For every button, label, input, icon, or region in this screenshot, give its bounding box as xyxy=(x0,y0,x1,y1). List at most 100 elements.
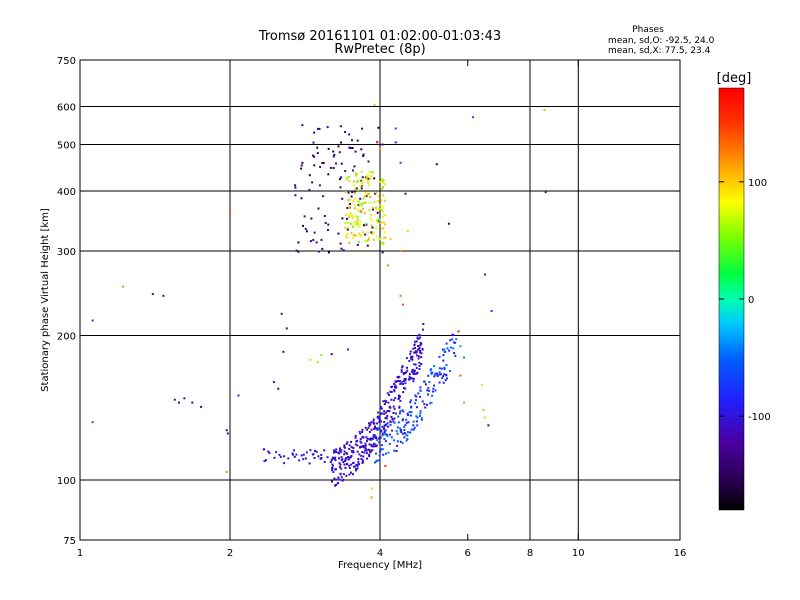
data-point xyxy=(381,243,384,246)
data-point xyxy=(402,373,405,376)
data-point xyxy=(380,448,382,451)
data-point xyxy=(351,147,354,149)
data-point xyxy=(343,226,346,229)
data-point xyxy=(408,373,411,375)
data-point xyxy=(375,208,378,211)
data-point xyxy=(411,355,414,358)
data-point xyxy=(374,435,377,438)
data-point xyxy=(339,176,342,179)
data-point xyxy=(359,234,362,237)
data-point xyxy=(371,170,374,173)
data-point xyxy=(370,224,373,227)
data-point xyxy=(399,440,402,443)
data-point xyxy=(455,338,458,341)
data-point xyxy=(331,480,333,483)
data-point xyxy=(364,426,367,429)
data-point xyxy=(301,124,304,127)
data-point xyxy=(365,177,368,180)
data-point xyxy=(339,447,342,450)
data-point xyxy=(419,336,422,339)
data-point xyxy=(433,365,436,368)
data-point xyxy=(354,172,357,175)
data-point xyxy=(387,264,389,267)
data-point xyxy=(364,191,367,194)
data-point xyxy=(342,249,345,252)
data-point xyxy=(414,340,416,343)
data-point xyxy=(332,150,335,153)
data-point xyxy=(394,141,397,144)
data-point xyxy=(408,377,411,380)
data-point xyxy=(412,380,415,383)
data-point xyxy=(388,410,391,412)
data-point xyxy=(350,471,352,474)
data-point xyxy=(393,417,396,420)
data-point xyxy=(427,387,430,389)
data-point xyxy=(304,227,307,230)
data-point xyxy=(356,467,359,470)
data-point xyxy=(297,250,300,253)
data-point xyxy=(434,389,437,392)
data-point xyxy=(415,395,418,398)
data-point xyxy=(322,195,325,198)
data-point xyxy=(345,236,348,239)
data-point xyxy=(379,237,382,240)
data-point xyxy=(355,221,358,224)
data-point xyxy=(429,369,432,371)
data-point xyxy=(428,381,431,384)
data-point xyxy=(443,366,446,369)
data-point xyxy=(356,465,359,467)
data-point xyxy=(368,430,371,433)
data-point xyxy=(348,444,351,447)
data-point xyxy=(376,141,379,144)
data-point xyxy=(402,410,405,413)
data-point xyxy=(353,234,356,236)
data-point xyxy=(362,231,365,234)
data-point xyxy=(360,178,363,181)
data-point xyxy=(417,357,420,360)
data-point xyxy=(341,197,344,200)
data-point xyxy=(453,352,456,354)
data-point xyxy=(364,444,367,447)
data-point xyxy=(438,381,441,384)
data-point xyxy=(359,220,362,223)
data-point xyxy=(405,418,408,421)
data-point xyxy=(372,445,375,448)
y-tick-label: 400 xyxy=(57,187,76,198)
data-point xyxy=(367,160,370,163)
data-point xyxy=(327,229,329,231)
data-point xyxy=(385,411,388,414)
data-point xyxy=(395,386,398,389)
data-point xyxy=(383,426,385,429)
data-point xyxy=(361,180,364,183)
data-point xyxy=(415,420,418,423)
data-point xyxy=(345,217,348,220)
data-point xyxy=(417,337,420,340)
data-point xyxy=(419,415,421,417)
data-point xyxy=(318,184,321,187)
data-point xyxy=(334,468,337,471)
data-point xyxy=(333,449,336,452)
data-point xyxy=(414,372,417,375)
data-point xyxy=(151,293,154,296)
data-point xyxy=(389,420,392,423)
data-point xyxy=(376,439,379,442)
data-point xyxy=(394,380,397,383)
data-point xyxy=(349,212,352,215)
data-point xyxy=(365,176,367,179)
data-point xyxy=(312,141,315,144)
data-point xyxy=(390,398,393,401)
data-point xyxy=(377,437,380,440)
data-point xyxy=(373,434,376,436)
data-point xyxy=(342,473,345,476)
data-point xyxy=(337,451,340,454)
data-point xyxy=(424,383,427,386)
data-point xyxy=(381,187,383,190)
chart-subtitle: RwPretec (8p) xyxy=(334,42,425,57)
x-tick-label: 2 xyxy=(227,548,233,559)
data-point xyxy=(318,128,321,130)
data-point xyxy=(347,458,350,461)
data-point xyxy=(412,424,415,427)
data-point xyxy=(363,212,366,215)
data-point xyxy=(366,175,369,178)
data-point xyxy=(398,396,401,399)
